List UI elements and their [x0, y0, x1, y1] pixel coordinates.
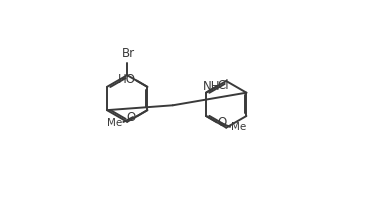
Text: O: O — [217, 116, 227, 129]
Text: Me: Me — [107, 118, 123, 127]
Text: HO: HO — [118, 73, 136, 86]
Text: NH: NH — [203, 80, 220, 93]
Text: Cl: Cl — [217, 79, 229, 92]
Text: Br: Br — [121, 47, 135, 60]
Text: Me: Me — [231, 122, 246, 132]
Text: O: O — [127, 111, 136, 124]
